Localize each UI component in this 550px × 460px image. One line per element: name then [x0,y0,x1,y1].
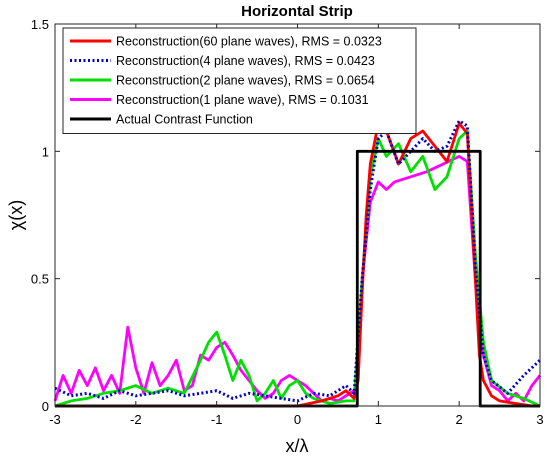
x-tick-label: -1 [211,412,223,427]
series-line-3 [53,154,542,403]
y-tick-label: 1.5 [31,17,49,32]
y-tick-label: 0.5 [31,272,49,287]
series-line-2 [54,129,541,408]
x-tick-label: -3 [49,412,61,427]
y-tick-label: 0 [42,399,49,414]
legend-label: Reconstruction(4 plane waves), RMS = 0.0… [116,54,375,68]
legend-label: Actual Contrast Function [116,113,253,127]
x-tick-label: 0 [294,412,301,427]
y-axis-label: χ(x) [6,200,26,230]
x-tick-label: 3 [536,412,543,427]
series-line-4 [55,149,540,408]
series-layer [53,119,542,408]
legend-box [62,27,417,134]
x-tick-label: 2 [456,412,463,427]
legend-label: Reconstruction(1 plane wave), RMS = 0.10… [116,93,369,107]
chart-title: Horizontal Strip [241,3,353,20]
y-tick-label: 1 [42,144,49,159]
tick-layer: -3 -2 -1 0 1 2 3 0 0.5 1 1.5 [31,17,544,427]
legend-label: Reconstruction(2 plane waves), RMS = 0.0… [116,74,375,88]
legend-label: Reconstruction(60 plane waves), RMS = 0.… [116,35,382,49]
x-tick-label: 1 [375,412,382,427]
legend: Reconstruction(60 plane waves), RMS = 0.… [62,27,417,134]
x-tick-label: -2 [130,412,142,427]
x-axis-label: x/λ [285,436,308,456]
